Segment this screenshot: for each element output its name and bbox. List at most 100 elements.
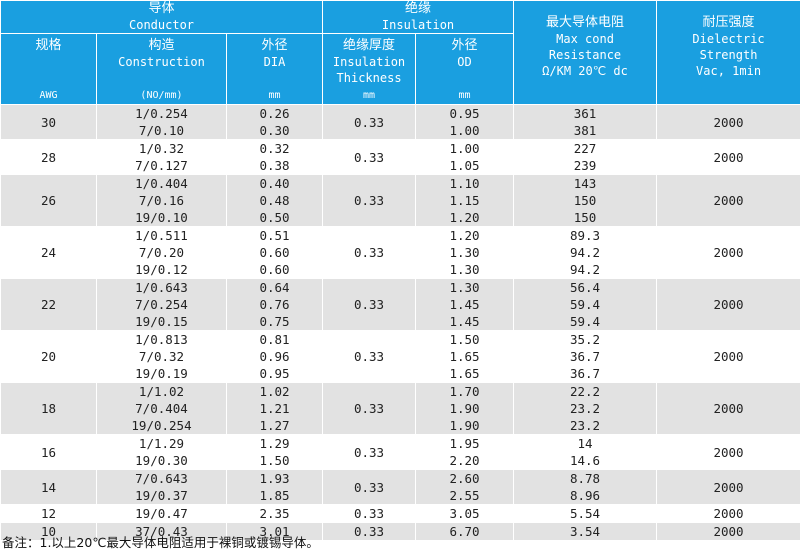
dia-cell-value: 3.01 [259,524,290,539]
construction-cell-value: 7/0.10 [138,123,185,138]
resistance-cell: 56.4 59.4 59.4 [513,278,658,331]
dia-cell-value: 0.75 [259,314,290,329]
dia-cell: 0.40 0.48 0.50 [225,174,324,227]
awg-cell: 10 [0,522,97,541]
resistance-cell: 3.54 [513,522,658,541]
od-cell-value: 1.20 [449,210,480,225]
resistance-cell: 8.78 8.96 [513,469,658,505]
dielectric-cell: 2000 [656,174,800,227]
header-construction: 构造 Construction (NO/mm) [96,33,227,105]
resistance-cell-value: 23.2 [569,418,601,433]
construction-cell-value: 19/0.10 [135,210,188,225]
thickness-cell: 0.33 [322,469,417,505]
dia-cell-value: 0.32 [259,141,290,156]
construction-cell: 1/0.32 7/0.127 [96,139,227,175]
table-row: 14 7/0.643 19/0.37 1.93 1.85 0.33 2.60 2.55 8.78… [0,469,800,505]
dia-cell-value: 0.96 [259,349,290,364]
construction-cell-value: 1/0.813 [135,332,188,347]
table-row: 30 1/0.254 7/0.10 0.26 0.30 0.33 0.95 1.00 361 38… [0,104,800,140]
construction-cell-value: 19/0.15 [135,314,188,329]
resistance-cell-value: 381 [573,123,597,138]
resistance-cell-value: 56.4 [569,280,601,295]
dia-cell-value: 0.50 [259,210,290,225]
od-cell-value: 1.65 [449,349,480,364]
dielectric-cell: 2000 [656,278,800,331]
thickness-cell: 0.33 [322,522,417,541]
header-od: 外径 OD mm [415,33,515,105]
construction-cell-value: 19/0.47 [135,506,188,521]
thickness-cell: 0.33 [322,330,417,383]
construction-cell-value: 7/0.404 [135,401,188,416]
resistance-cell-value: 36.7 [569,349,601,364]
construction-cell: 1/0.813 7/0.32 19/0.19 [96,330,227,383]
construction-cell-value: 1/0.404 [135,176,188,191]
resistance-cell-value: 36.7 [569,366,601,381]
resistance-cell-value: 239 [573,158,597,173]
construction-cell-value: 1/0.511 [135,228,188,243]
construction-cell-value: 37/0.43 [135,524,188,539]
resistance-cell-value: 150 [573,210,597,225]
resistance-cell: 143 150 150 [513,174,658,227]
construction-cell-value: 19/0.19 [135,366,188,381]
resistance-cell-value: 227 [573,141,597,156]
dia-cell-value: 2.35 [259,506,290,521]
table-header: 导体 Conductor 绝缘 Insulation 最大导体电阻 Max co… [0,0,800,105]
od-cell-value: 6.70 [449,524,480,539]
od-cell-value: 1.70 [449,384,480,399]
od-cell-value: 1.20 [449,228,480,243]
od-cell: 1.30 1.45 1.45 [415,278,515,331]
resistance-cell: 5.54 [513,504,658,523]
header-gauge: 规格 AWG [0,33,97,105]
table-row: 28 1/0.32 7/0.127 0.32 0.38 0.33 1.00 1.05 227 23… [0,139,800,175]
od-cell-value: 2.60 [449,471,480,486]
resistance-cell-value: 94.2 [569,262,601,277]
dia-cell: 0.26 0.30 [225,104,324,140]
thickness-cell: 0.33 [322,504,417,523]
header-resistance: 最大导体电阻 Max cond Resistance Ω/KM 20℃ dc [513,0,658,105]
resistance-cell-value: 35.2 [569,332,601,347]
construction-cell: 1/0.643 7/0.254 19/0.15 [96,278,227,331]
od-cell-value: 3.05 [449,506,480,521]
table-row: 24 1/0.511 7/0.20 19/0.12 0.51 0.60 0.60 0.33 1.… [0,226,800,279]
construction-cell: 7/0.643 19/0.37 [96,469,227,505]
dia-cell-value: 0.81 [259,332,290,347]
header-thickness: 绝缘厚度 Insulation Thickness mm [322,33,417,105]
dia-cell: 1.93 1.85 [225,469,324,505]
resistance-cell-value: 59.4 [569,314,601,329]
construction-cell-value: 1/0.643 [135,280,188,295]
od-cell-value: 1.00 [449,123,480,138]
construction-cell: 37/0.43 [96,522,227,541]
od-cell-value: 1.90 [449,418,480,433]
table-row: 16 1/1.29 19/0.30 1.29 1.50 0.33 1.95 2.20 14 14.… [0,434,800,470]
dielectric-cell: 2000 [656,139,800,175]
thickness-cell: 0.33 [322,174,417,227]
resistance-cell-value: 89.3 [569,228,601,243]
od-cell-value: 1.45 [449,314,480,329]
dielectric-cell: 2000 [656,504,800,523]
awg-cell: 22 [0,278,97,331]
dia-cell: 2.35 [225,504,324,523]
thickness-cell: 0.33 [322,139,417,175]
dia-cell-value: 0.38 [259,158,290,173]
dia-cell-value: 0.30 [259,123,290,138]
construction-cell-value: 19/0.30 [135,453,188,468]
header-conductor: 导体 Conductor [0,0,324,34]
dia-cell-value: 0.95 [259,366,290,381]
header-insulation: 绝缘 Insulation [322,0,515,34]
od-cell: 3.05 [415,504,515,523]
table-row: 22 1/0.643 7/0.254 19/0.15 0.64 0.76 0.75 0.33 1… [0,278,800,331]
dielectric-cell: 2000 [656,226,800,279]
construction-cell-value: 1/1.02 [138,384,185,399]
construction-cell-value: 1/0.32 [138,141,185,156]
awg-cell: 26 [0,174,97,227]
dia-cell-value: 0.76 [259,297,290,312]
table-row: 10 37/0.43 3.01 0.33 6.70 3.54 2000 [0,522,800,541]
thickness-cell: 0.33 [322,434,417,470]
construction-cell-value: 7/0.254 [135,297,188,312]
header-dielectric: 耐压强度 Dielectric Strength Vac, 1min [656,0,800,105]
dia-cell-value: 1.21 [259,401,290,416]
od-cell: 1.00 1.05 [415,139,515,175]
od-cell-value: 1.05 [449,158,480,173]
construction-cell-value: 1/0.254 [135,106,188,121]
dia-cell: 3.01 [225,522,324,541]
